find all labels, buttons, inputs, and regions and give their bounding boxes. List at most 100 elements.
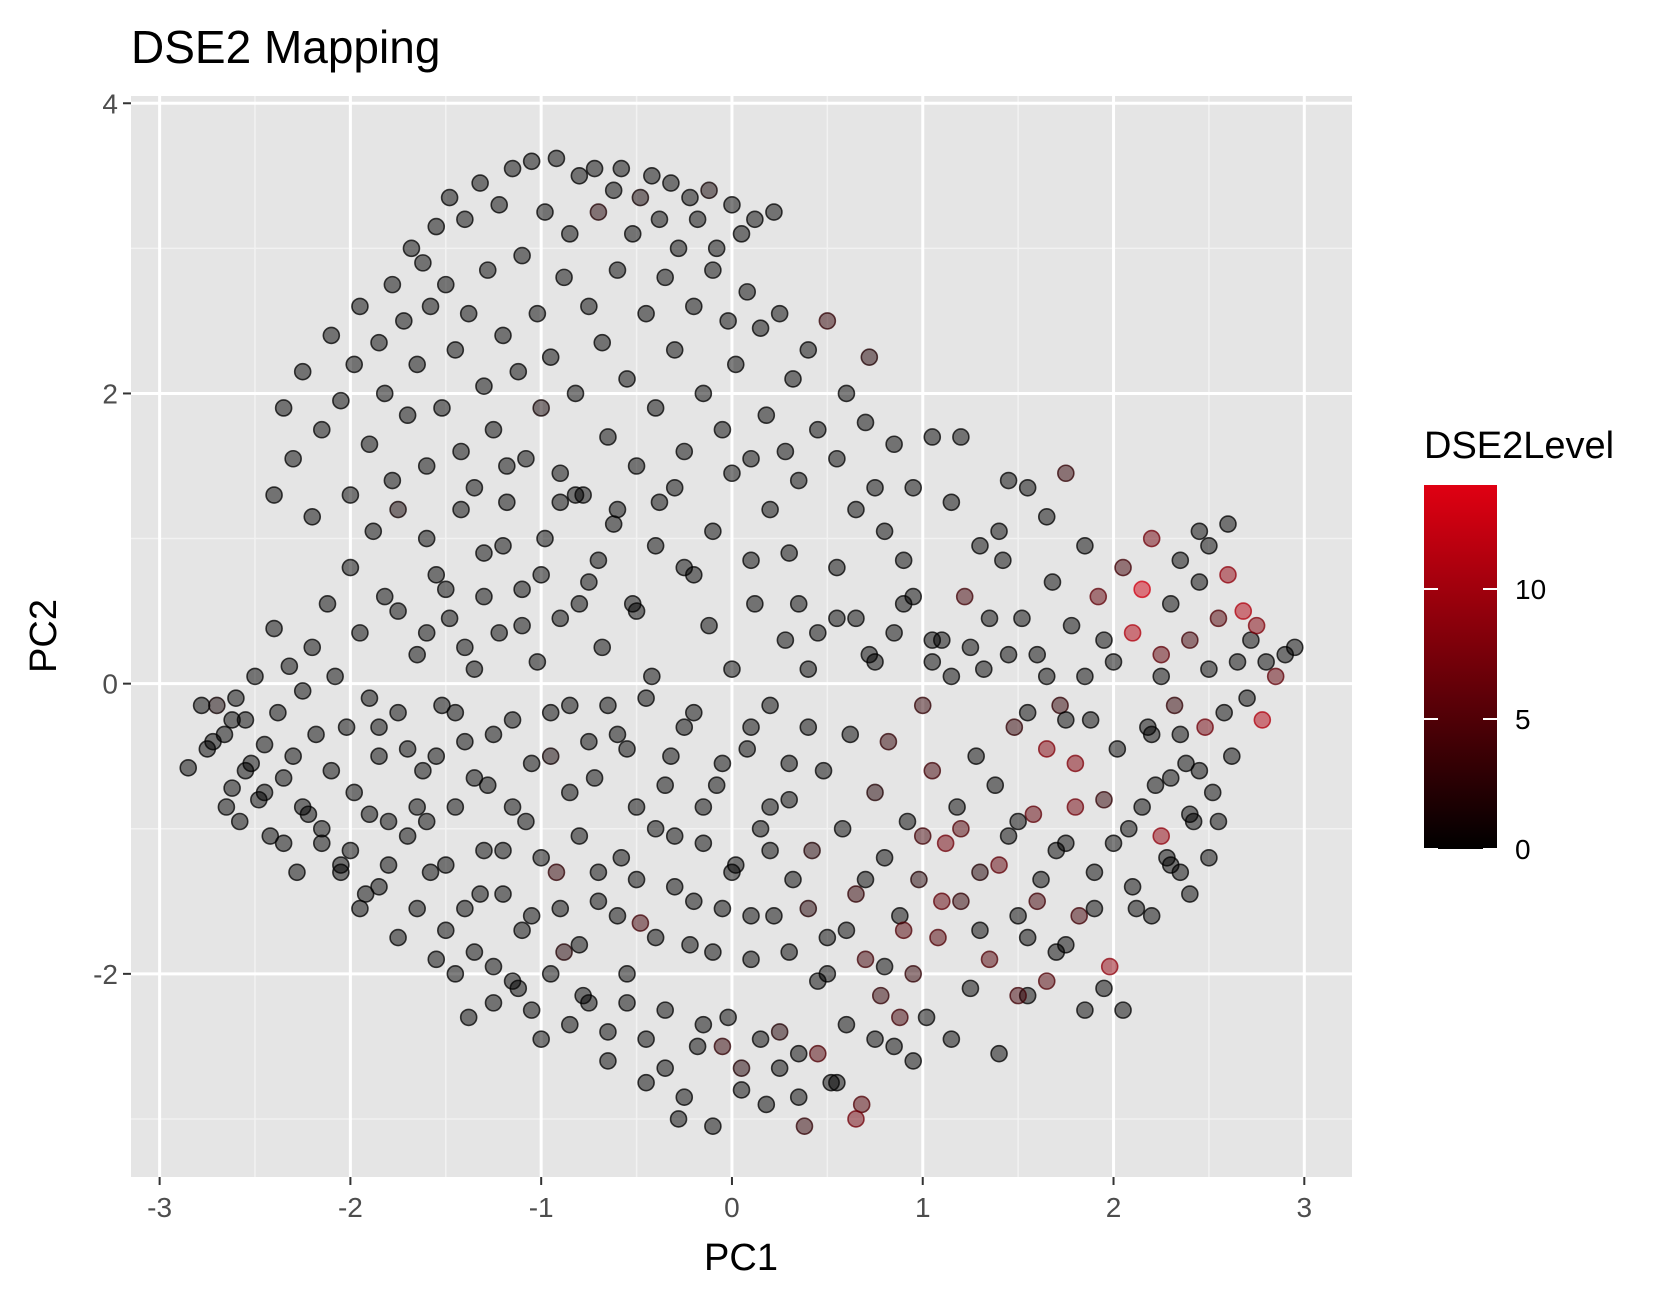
data-point bbox=[1285, 638, 1304, 657]
data-point bbox=[847, 500, 865, 519]
data-point bbox=[789, 471, 808, 490]
data-point bbox=[274, 399, 293, 417]
data-point bbox=[1196, 718, 1214, 736]
data-point bbox=[1209, 812, 1228, 831]
data-point bbox=[999, 471, 1018, 490]
y-tick-label: 2 bbox=[102, 378, 118, 409]
data-point bbox=[1037, 740, 1056, 758]
data-point bbox=[284, 747, 302, 766]
data-point bbox=[471, 885, 489, 903]
data-point bbox=[665, 877, 684, 896]
data-point bbox=[269, 703, 287, 722]
y-tick-label: -2 bbox=[93, 959, 118, 990]
data-point bbox=[665, 827, 684, 845]
data-point bbox=[498, 493, 516, 512]
data-point bbox=[1200, 848, 1218, 867]
data-point bbox=[732, 1081, 751, 1099]
data-point bbox=[809, 624, 827, 642]
data-point bbox=[1133, 798, 1151, 816]
data-point bbox=[345, 783, 364, 802]
data-point bbox=[459, 1008, 478, 1027]
data-point bbox=[799, 341, 818, 359]
data-point bbox=[280, 657, 299, 676]
data-point bbox=[1171, 551, 1190, 570]
data-point bbox=[589, 551, 608, 570]
data-point bbox=[370, 877, 388, 896]
data-point bbox=[1085, 899, 1104, 918]
data-point bbox=[1066, 754, 1085, 773]
y-axis: -2 0 2 4 bbox=[93, 88, 131, 990]
data-point bbox=[585, 769, 604, 787]
data-point bbox=[974, 660, 993, 678]
legend-ticks: 0 5 10 bbox=[1424, 574, 1546, 865]
data-point bbox=[528, 653, 547, 671]
data-point bbox=[1215, 703, 1233, 722]
data-point bbox=[1200, 537, 1218, 555]
data-point bbox=[1104, 653, 1123, 671]
data-point bbox=[541, 965, 560, 983]
data-point bbox=[704, 943, 722, 961]
data-point bbox=[885, 1037, 903, 1056]
y-tick-label: 0 bbox=[102, 669, 118, 700]
data-point bbox=[704, 1117, 722, 1136]
data-point bbox=[503, 159, 522, 178]
data-point bbox=[332, 863, 350, 882]
data-point bbox=[627, 457, 646, 475]
data-point bbox=[1190, 573, 1209, 591]
data-point bbox=[675, 1088, 694, 1106]
data-point bbox=[446, 798, 465, 816]
data-point bbox=[192, 696, 211, 715]
data-point bbox=[494, 326, 512, 345]
data-point bbox=[307, 725, 325, 744]
data-point bbox=[1066, 798, 1085, 816]
data-point bbox=[341, 558, 360, 577]
data-point bbox=[1223, 747, 1241, 766]
data-point bbox=[656, 1059, 674, 1077]
x-tick-label: -2 bbox=[338, 1192, 363, 1223]
data-point bbox=[856, 870, 875, 889]
data-point bbox=[547, 863, 566, 882]
data-point bbox=[1051, 696, 1069, 715]
data-point bbox=[532, 848, 550, 867]
data-point bbox=[351, 297, 369, 316]
data-point bbox=[761, 798, 779, 816]
data-point bbox=[360, 805, 379, 824]
data-point bbox=[522, 152, 541, 171]
data-point bbox=[875, 522, 894, 541]
data-point bbox=[379, 812, 398, 831]
data-point bbox=[509, 362, 528, 381]
data-point bbox=[503, 711, 522, 729]
data-point bbox=[303, 507, 322, 526]
data-point bbox=[1018, 928, 1037, 947]
data-point bbox=[179, 759, 198, 777]
data-point bbox=[1142, 725, 1161, 744]
data-point bbox=[818, 312, 837, 330]
data-point bbox=[475, 587, 493, 606]
data-point bbox=[841, 725, 860, 744]
data-point bbox=[681, 936, 699, 954]
data-point bbox=[223, 779, 241, 797]
data-point bbox=[742, 950, 760, 969]
data-point bbox=[484, 994, 503, 1012]
data-point bbox=[414, 254, 432, 272]
data-point bbox=[917, 1008, 936, 1027]
data-point bbox=[1247, 616, 1266, 635]
data-point bbox=[1062, 616, 1081, 635]
data-point bbox=[700, 181, 718, 200]
data-point bbox=[383, 275, 402, 294]
data-point bbox=[723, 196, 741, 214]
data-point bbox=[637, 689, 655, 707]
data-point bbox=[898, 812, 917, 831]
data-point bbox=[1200, 660, 1218, 678]
data-point bbox=[646, 928, 665, 947]
data-point bbox=[593, 638, 612, 657]
data-point bbox=[713, 754, 732, 773]
data-point bbox=[427, 747, 446, 766]
data-point bbox=[1152, 827, 1171, 845]
data-point bbox=[465, 660, 484, 678]
x-tick-label: 0 bbox=[724, 1192, 740, 1223]
data-point bbox=[1219, 515, 1237, 533]
data-point bbox=[751, 1030, 770, 1048]
data-point bbox=[532, 566, 550, 584]
data-point bbox=[414, 761, 432, 780]
